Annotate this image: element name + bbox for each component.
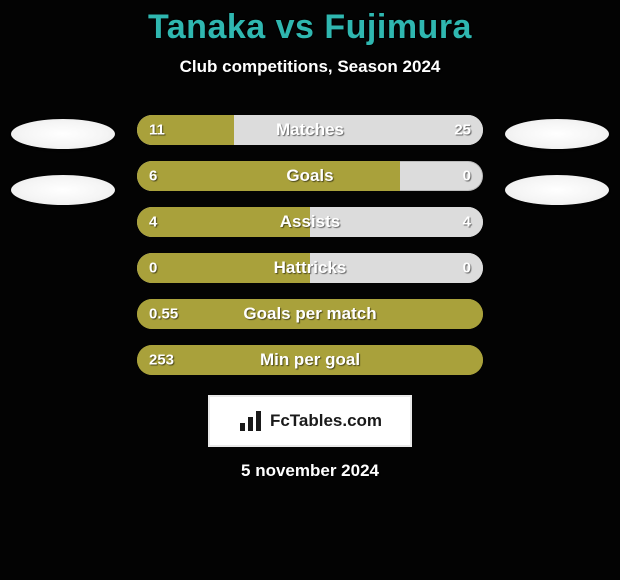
brand-text: FcTables.com bbox=[270, 411, 382, 431]
stat-bar: Matches1125 bbox=[137, 115, 483, 145]
page-title: Tanaka vs Fujimura bbox=[0, 8, 620, 47]
stat-bar-fill-left bbox=[137, 161, 400, 191]
player-left-column bbox=[7, 115, 119, 205]
subtitle: Club competitions, Season 2024 bbox=[0, 57, 620, 77]
stat-bar-value-right: 4 bbox=[463, 214, 471, 231]
stat-bars: Matches1125Goals60Assists44Hattricks00Go… bbox=[137, 115, 483, 375]
stat-bar-value-right: 0 bbox=[463, 260, 471, 277]
content-row: Matches1125Goals60Assists44Hattricks00Go… bbox=[0, 115, 620, 375]
stat-bar-value-left: 6 bbox=[149, 168, 157, 185]
stat-bar-fill-right bbox=[310, 253, 483, 283]
stat-bar-fill-left bbox=[137, 299, 483, 329]
stat-bar: Goals per match0.55 bbox=[137, 299, 483, 329]
player-right-avatar bbox=[505, 119, 609, 149]
stat-bar: Goals60 bbox=[137, 161, 483, 191]
comparison-infographic: Tanaka vs Fujimura Club competitions, Se… bbox=[0, 0, 620, 580]
stat-bar-fill-left bbox=[137, 345, 483, 375]
stat-bar-fill-right bbox=[310, 207, 483, 237]
stat-bar-value-right: 0 bbox=[463, 168, 471, 185]
stat-bar-value-right: 25 bbox=[454, 122, 471, 139]
stat-bar-value-left: 253 bbox=[149, 352, 174, 369]
player-left-club-badge bbox=[11, 175, 115, 205]
branding-badge: FcTables.com bbox=[208, 395, 412, 447]
stat-bar-fill-right bbox=[234, 115, 483, 145]
date-text: 5 november 2024 bbox=[0, 461, 620, 481]
stat-bar-fill-left bbox=[137, 207, 310, 237]
stat-bar-value-left: 4 bbox=[149, 214, 157, 231]
stat-bar-value-left: 0 bbox=[149, 260, 157, 277]
stat-bar-value-left: 0.55 bbox=[149, 306, 178, 323]
stat-bar-fill-left bbox=[137, 253, 310, 283]
player-right-column bbox=[501, 115, 613, 205]
stat-bar-value-left: 11 bbox=[149, 122, 165, 139]
player-left-avatar bbox=[11, 119, 115, 149]
player-right-club-badge bbox=[505, 175, 609, 205]
stat-bar: Hattricks00 bbox=[137, 253, 483, 283]
stat-bar: Min per goal253 bbox=[137, 345, 483, 375]
stat-bar: Assists44 bbox=[137, 207, 483, 237]
bars-icon bbox=[238, 411, 264, 431]
